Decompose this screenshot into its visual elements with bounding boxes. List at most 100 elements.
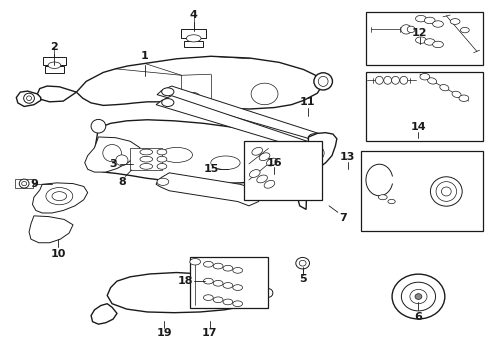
Ellipse shape — [424, 17, 435, 24]
Text: 16: 16 — [267, 158, 282, 168]
Ellipse shape — [213, 263, 223, 269]
Bar — [15, 179, 33, 188]
Ellipse shape — [264, 180, 275, 188]
Bar — [361, 151, 484, 231]
Ellipse shape — [46, 188, 73, 205]
Ellipse shape — [420, 73, 430, 80]
Ellipse shape — [48, 62, 61, 68]
Ellipse shape — [424, 39, 435, 45]
Ellipse shape — [441, 187, 451, 196]
Ellipse shape — [318, 76, 328, 86]
Ellipse shape — [459, 95, 469, 102]
Ellipse shape — [249, 288, 260, 298]
Text: 18: 18 — [178, 276, 193, 286]
Ellipse shape — [157, 163, 167, 169]
Ellipse shape — [257, 175, 268, 183]
Ellipse shape — [249, 170, 260, 177]
Ellipse shape — [162, 88, 174, 96]
Polygon shape — [85, 137, 140, 172]
Polygon shape — [76, 56, 323, 109]
Ellipse shape — [400, 76, 408, 84]
Polygon shape — [157, 86, 323, 142]
Ellipse shape — [251, 83, 278, 105]
Ellipse shape — [140, 149, 153, 155]
Text: 1: 1 — [141, 51, 148, 61]
Bar — [181, 30, 206, 39]
Ellipse shape — [186, 93, 201, 106]
Ellipse shape — [203, 278, 213, 284]
Ellipse shape — [433, 41, 443, 48]
Ellipse shape — [19, 179, 29, 188]
Ellipse shape — [314, 73, 332, 90]
Text: 10: 10 — [50, 248, 66, 258]
Ellipse shape — [213, 297, 223, 303]
Polygon shape — [16, 91, 41, 107]
Text: 9: 9 — [30, 179, 38, 189]
Ellipse shape — [392, 274, 445, 319]
Ellipse shape — [203, 295, 213, 301]
Ellipse shape — [312, 162, 323, 173]
Text: 11: 11 — [300, 97, 315, 107]
Ellipse shape — [384, 76, 392, 84]
Ellipse shape — [223, 283, 233, 288]
Ellipse shape — [259, 153, 270, 161]
Bar — [366, 72, 484, 141]
Ellipse shape — [416, 15, 426, 22]
Ellipse shape — [378, 195, 387, 200]
Ellipse shape — [24, 93, 34, 103]
Ellipse shape — [233, 301, 243, 307]
Text: 5: 5 — [299, 274, 306, 284]
Ellipse shape — [161, 147, 193, 162]
Ellipse shape — [140, 156, 153, 162]
Ellipse shape — [428, 78, 437, 84]
Ellipse shape — [256, 164, 281, 176]
Ellipse shape — [461, 27, 469, 33]
Ellipse shape — [190, 258, 200, 265]
Ellipse shape — [410, 289, 427, 304]
Ellipse shape — [436, 181, 457, 201]
Ellipse shape — [211, 156, 240, 170]
Polygon shape — [37, 86, 76, 102]
Ellipse shape — [203, 261, 213, 267]
Ellipse shape — [308, 134, 320, 141]
Ellipse shape — [407, 26, 415, 33]
Polygon shape — [107, 273, 259, 313]
Polygon shape — [91, 304, 117, 324]
Ellipse shape — [401, 25, 412, 34]
Ellipse shape — [311, 146, 324, 160]
Ellipse shape — [157, 156, 167, 162]
Ellipse shape — [116, 155, 128, 166]
Text: 8: 8 — [118, 177, 126, 187]
Text: 6: 6 — [415, 312, 422, 322]
Ellipse shape — [103, 144, 122, 162]
Ellipse shape — [223, 265, 233, 271]
Ellipse shape — [416, 37, 426, 43]
Ellipse shape — [91, 120, 106, 133]
Ellipse shape — [157, 178, 169, 185]
Text: 3: 3 — [109, 159, 117, 169]
Ellipse shape — [440, 85, 449, 91]
Ellipse shape — [415, 294, 422, 300]
Text: 19: 19 — [157, 328, 172, 338]
Text: 7: 7 — [339, 213, 346, 222]
Text: 2: 2 — [50, 42, 58, 52]
Ellipse shape — [401, 282, 436, 311]
Ellipse shape — [392, 76, 399, 84]
Ellipse shape — [388, 199, 395, 204]
Bar — [244, 141, 322, 200]
Ellipse shape — [246, 192, 258, 199]
Bar — [43, 57, 66, 65]
Bar — [190, 257, 269, 309]
Polygon shape — [45, 66, 64, 73]
Text: 12: 12 — [412, 28, 428, 38]
Text: 13: 13 — [340, 152, 355, 162]
Ellipse shape — [223, 299, 233, 305]
Ellipse shape — [375, 76, 383, 84]
Ellipse shape — [22, 181, 26, 186]
Ellipse shape — [140, 163, 153, 169]
Text: 15: 15 — [204, 164, 220, 174]
Ellipse shape — [52, 192, 67, 201]
Bar — [130, 148, 162, 170]
Polygon shape — [184, 41, 203, 46]
Ellipse shape — [452, 91, 461, 98]
